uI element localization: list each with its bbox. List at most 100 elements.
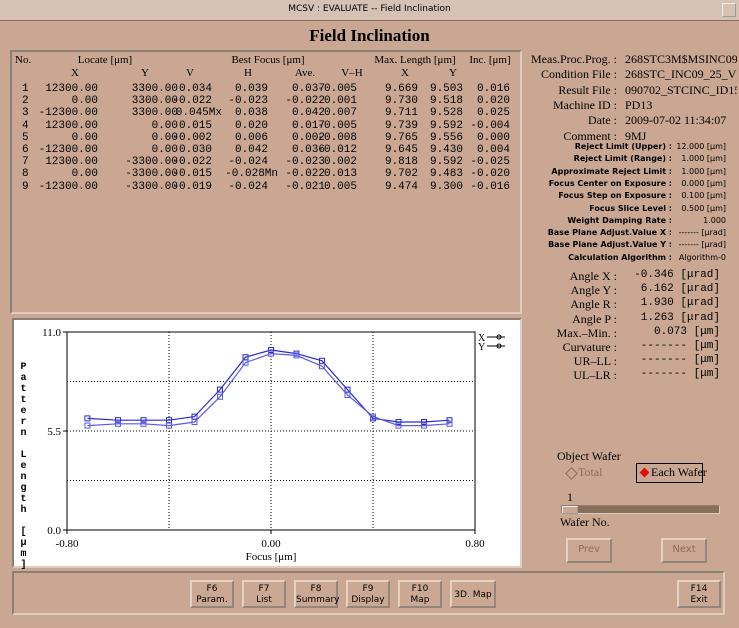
table-panel <box>10 50 522 314</box>
table-cell: -0.021 <box>285 180 325 193</box>
table-cell: 0.00 <box>71 168 98 181</box>
table-cell: 9.592 <box>429 119 463 132</box>
table-cell: -0.002 <box>172 131 212 144</box>
table-cell: 9.300 <box>429 180 463 193</box>
parameter-label: Reject Limit (Upper) : <box>574 142 672 151</box>
table-cell: 4 <box>22 119 29 132</box>
data-point <box>191 419 198 425</box>
data-point <box>217 386 223 393</box>
radio-total[interactable]: Total <box>578 465 603 479</box>
data-point <box>166 422 172 429</box>
function-key[interactable]: F7 List <box>242 580 286 608</box>
y-tick-label: 0.0 <box>47 525 61 537</box>
data-point <box>140 420 147 427</box>
table-cell: 7 <box>22 156 29 169</box>
table-cell: 0.036 <box>291 144 325 156</box>
table-cell: 0.045Mx <box>175 107 222 120</box>
table-cell: 0.037 <box>291 83 325 95</box>
info-label: Machine ID : <box>553 97 617 112</box>
table-cell: -3300.00 <box>125 156 178 169</box>
table-cell: 0.00 <box>151 144 178 156</box>
result-label: Angle R : <box>570 297 617 312</box>
table-cell: 0.005 <box>323 180 357 193</box>
nav-button[interactable]: Next <box>661 538 707 563</box>
function-key-key[interactable]: F7 <box>258 584 270 594</box>
parameter-label: Approximate Reject Limit : <box>551 166 672 176</box>
x-tick-label: 0.00 <box>261 538 281 550</box>
table-cell: -0.022 <box>172 95 212 108</box>
function-key-bar <box>12 571 725 615</box>
function-key[interactable]: F10 Map <box>398 580 442 608</box>
table-cell: -0.025 <box>470 156 510 169</box>
chart-panel: 0.0 5.5 11.0 -0.80 0.00 0.80 Focus [μm] X Y Patt… <box>12 318 522 571</box>
parameter-value: 12.000 [μm] <box>676 142 726 151</box>
data-point <box>84 422 91 429</box>
function-key-label[interactable]: 3D. Map <box>454 590 492 600</box>
function-key-label[interactable]: Param. <box>196 595 228 605</box>
table-cell: 0.00 <box>71 131 98 144</box>
table-cell: 0.00 <box>151 131 178 144</box>
table-cell: 0.025 <box>476 107 510 120</box>
table-cell: 9.702 <box>384 168 418 181</box>
table-cell: 0.004 <box>476 144 510 156</box>
parameter-label: Calculation Algorithm : <box>568 252 672 262</box>
table-cell: 0.006 <box>234 131 268 144</box>
radio-each-wafer[interactable]: Each Wafer <box>651 465 707 479</box>
function-key[interactable]: 3D. Map <box>450 580 496 608</box>
function-key-label[interactable]: Map <box>410 595 430 605</box>
table-cell: -0.028Mn <box>225 168 278 181</box>
table-cell: 0.020 <box>234 119 268 132</box>
nav-button[interactable]: Prev <box>566 538 612 563</box>
parameter-label: Base Plane Adjust.Value Y : <box>548 240 672 250</box>
function-key[interactable]: F8 Summary <box>294 580 340 608</box>
result-value: 1.263 [μrad] <box>640 311 720 324</box>
x-tick-label: -0.80 <box>56 538 79 550</box>
table-cell: 0.007 <box>323 107 357 120</box>
table-cell: 9.474 <box>384 180 418 193</box>
table-cell: 3300.00 <box>131 95 178 108</box>
parameter-label: Focus Slice Level : <box>589 203 672 213</box>
each-wafer-button[interactable] <box>636 463 703 483</box>
info-value: 268STC3M$MSINC09_V <box>625 52 737 66</box>
function-key-key[interactable]: F8 <box>310 584 322 594</box>
result-value: ------- [μm] <box>640 368 720 381</box>
table-cell: 3 <box>22 107 29 120</box>
table-cell: 9.528 <box>429 107 463 120</box>
table-cell: 0.002 <box>323 156 357 169</box>
info-value: 2009-07-02 11:34:07 <box>625 113 727 128</box>
slider-value: 1 <box>567 490 573 504</box>
function-key-label[interactable]: Exit <box>690 595 708 605</box>
table-cell: 9.592 <box>429 156 463 169</box>
function-key-key[interactable]: F10 <box>411 584 429 594</box>
table-cell: -0.015 <box>172 168 212 181</box>
function-key[interactable]: F9 Display <box>346 580 390 608</box>
table-cell: -0.019 <box>172 180 212 193</box>
table-cell: 0.030 <box>178 144 212 156</box>
radio-total-icon[interactable] <box>565 467 578 480</box>
parameter-value: 1.000 <box>703 215 726 225</box>
x-axis-title: Focus [μm] <box>246 551 297 563</box>
slider-track[interactable] <box>561 505 720 514</box>
function-key-key[interactable]: F6 <box>206 584 218 594</box>
slider-thumb[interactable] <box>562 506 578 514</box>
table-cell: -0.016 <box>470 180 510 193</box>
function-key-label[interactable]: List <box>256 595 272 605</box>
window-button[interactable] <box>722 3 736 17</box>
result-label: Angle X : <box>569 269 617 283</box>
function-key[interactable]: F6 Param. <box>190 580 234 608</box>
table-cell: 0.038 <box>234 107 268 120</box>
info-value: PD13 <box>625 97 653 112</box>
function-key-key[interactable]: F9 <box>362 584 374 594</box>
table-cell: -0.022 <box>172 156 212 169</box>
function-key-label[interactable]: Summary <box>296 595 340 605</box>
table-cell: 3300.00 <box>131 83 178 95</box>
page-title: Field Inclination <box>309 26 430 45</box>
parameter-value: 0.100 [μm] <box>681 191 726 201</box>
data-point <box>293 352 300 359</box>
table-cell: 9.711 <box>384 107 418 120</box>
function-key[interactable]: F14 Exit <box>677 580 721 608</box>
function-key-key[interactable]: F14 <box>690 584 708 594</box>
result-value: 1.930 [μrad] <box>640 297 720 310</box>
function-key-label[interactable]: Display <box>351 595 385 605</box>
legend-label: X <box>478 333 486 344</box>
